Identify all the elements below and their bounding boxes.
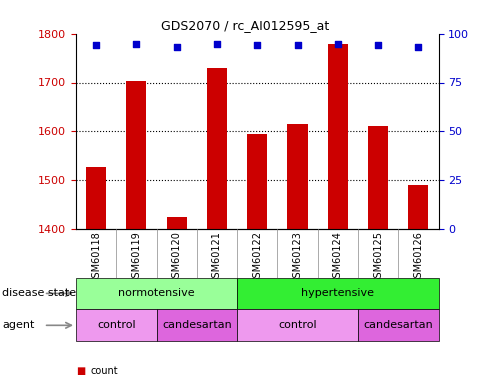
Text: GSM60123: GSM60123 <box>293 231 302 284</box>
Bar <box>237 278 439 309</box>
Text: GSM60122: GSM60122 <box>252 231 262 284</box>
Point <box>213 40 221 46</box>
Bar <box>237 309 358 341</box>
Bar <box>328 44 348 229</box>
Point <box>173 44 181 50</box>
Text: control: control <box>278 320 317 330</box>
Bar <box>358 309 439 341</box>
Point <box>132 40 140 46</box>
Text: hypertensive: hypertensive <box>301 288 374 298</box>
Bar <box>76 278 237 309</box>
Point <box>92 42 100 48</box>
Bar <box>76 309 156 341</box>
Text: GSM60124: GSM60124 <box>333 231 343 284</box>
Bar <box>126 81 147 229</box>
Bar <box>167 217 187 229</box>
Text: normotensive: normotensive <box>118 288 195 298</box>
Point <box>253 42 261 48</box>
Text: control: control <box>97 320 136 330</box>
Bar <box>156 309 237 341</box>
Text: GSM60125: GSM60125 <box>373 231 383 284</box>
Text: count: count <box>91 366 118 375</box>
Text: GSM60120: GSM60120 <box>172 231 182 284</box>
Point <box>334 40 342 46</box>
Point <box>374 42 382 48</box>
Bar <box>207 68 227 229</box>
Text: GSM60118: GSM60118 <box>91 231 101 284</box>
Text: ■: ■ <box>76 366 85 375</box>
Text: candesartan: candesartan <box>364 320 433 330</box>
Bar <box>86 167 106 229</box>
Bar <box>247 134 268 229</box>
Text: GSM60121: GSM60121 <box>212 231 222 284</box>
Text: GSM60119: GSM60119 <box>131 231 142 284</box>
Text: GSM60126: GSM60126 <box>414 231 423 284</box>
Bar <box>368 126 388 229</box>
Text: GDS2070 / rc_AI012595_at: GDS2070 / rc_AI012595_at <box>161 19 329 32</box>
Bar <box>288 124 308 229</box>
Text: disease state: disease state <box>2 288 76 298</box>
Text: candesartan: candesartan <box>162 320 232 330</box>
Text: agent: agent <box>2 320 35 330</box>
Point <box>294 42 301 48</box>
Point <box>415 44 422 50</box>
Bar <box>408 185 428 229</box>
